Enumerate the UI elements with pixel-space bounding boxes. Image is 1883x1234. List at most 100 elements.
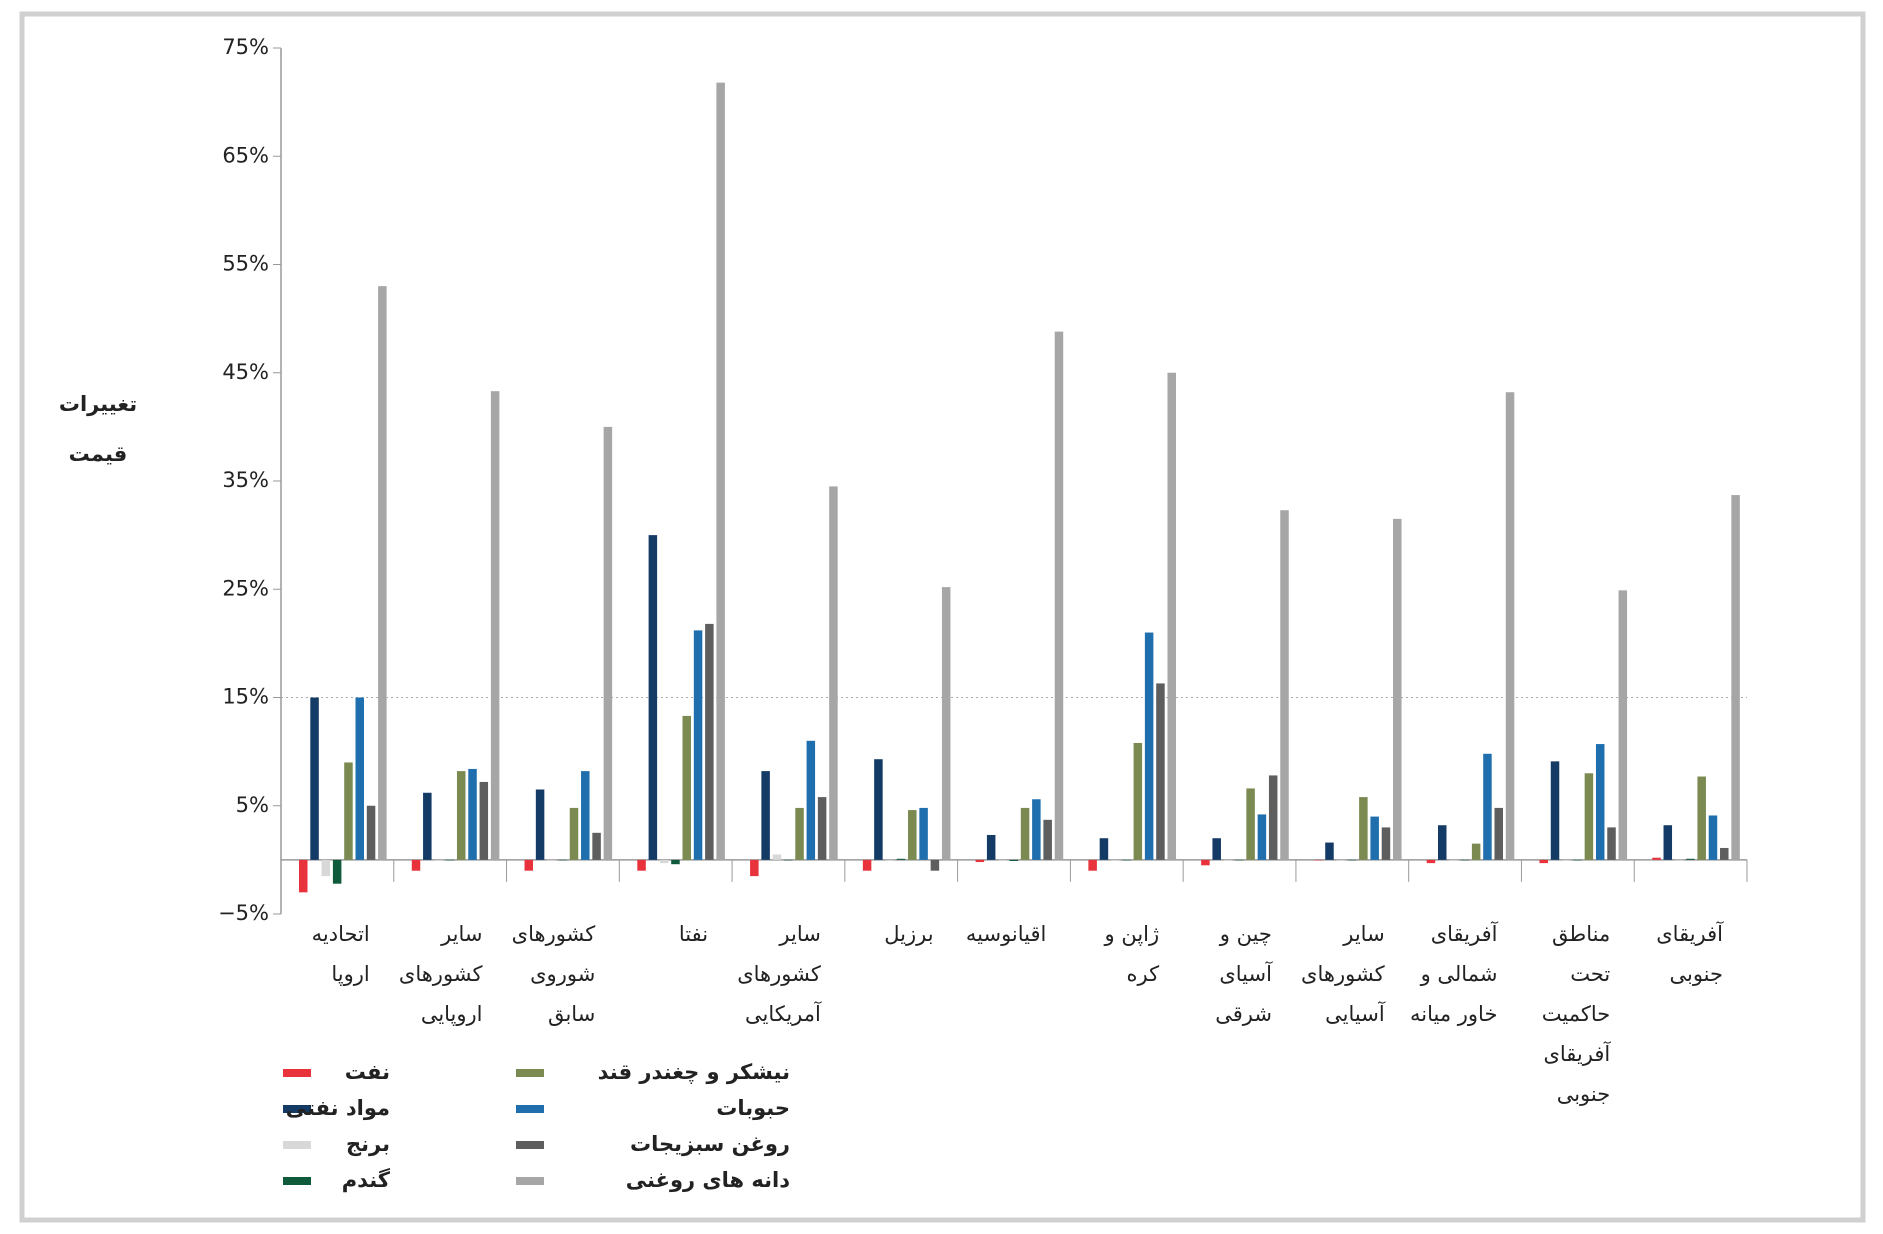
bar — [941, 587, 951, 860]
bar — [321, 859, 331, 877]
y-tick-label: 35% — [222, 468, 269, 492]
bar — [581, 771, 590, 860]
x-tick-label: شوروی — [530, 962, 595, 986]
x-tick-label: کشورهای — [1301, 962, 1385, 986]
bar — [524, 859, 534, 871]
x-tick-label: ژاپن و — [1104, 922, 1160, 946]
bar — [1133, 742, 1143, 860]
legend-swatch — [516, 1141, 544, 1149]
bar — [896, 858, 906, 860]
bar — [1393, 518, 1402, 860]
bar — [1054, 331, 1064, 860]
legend-label: برنج — [346, 1132, 390, 1156]
bar — [423, 792, 432, 860]
x-tick-label: کشورهای — [512, 922, 596, 946]
bar — [1550, 761, 1560, 860]
bar — [1020, 807, 1030, 860]
x-tick-label: آفریقای — [1656, 921, 1724, 946]
legend-swatch — [516, 1069, 544, 1077]
bar — [829, 486, 838, 860]
bar — [1122, 859, 1131, 861]
legend-swatch — [283, 1177, 311, 1185]
bar — [1144, 632, 1154, 860]
bar — [1223, 859, 1233, 861]
bar — [535, 789, 545, 860]
legend-swatch — [516, 1177, 544, 1185]
bar — [1686, 858, 1695, 860]
y-axis-label: قیمت — [69, 442, 128, 466]
bar — [975, 859, 985, 863]
legend-swatch — [516, 1105, 544, 1113]
bar — [1674, 859, 1684, 861]
bar — [783, 859, 793, 861]
y-tick-label: 45% — [222, 360, 269, 384]
bar — [1336, 859, 1346, 861]
x-tick-label: کشورهای — [737, 962, 821, 986]
legend-label: نیشکر و چغندر قند — [598, 1060, 790, 1084]
bar — [1708, 815, 1718, 860]
bar — [1607, 827, 1616, 860]
bar — [1471, 843, 1481, 860]
bar — [817, 797, 827, 860]
x-tick-label: کشورهای — [399, 962, 483, 986]
bar — [1235, 859, 1244, 861]
bar — [1099, 838, 1109, 860]
bar — [1539, 859, 1548, 864]
x-tick-label: مناطق — [1552, 922, 1610, 946]
bar — [1280, 510, 1289, 860]
x-tick-label: اروپایی — [421, 1002, 483, 1026]
bar — [547, 859, 556, 861]
bar — [659, 859, 669, 864]
y-tick-label: 65% — [222, 143, 269, 167]
bar — [411, 859, 421, 871]
bar — [1088, 859, 1097, 871]
x-tick-label: آمریکایی — [745, 1001, 822, 1026]
y-tick-label: −5% — [218, 901, 269, 925]
bar — [986, 834, 996, 860]
x-tick-label: اقیانوسیه — [966, 922, 1047, 946]
x-tick-label: چین و — [1219, 922, 1272, 946]
x-tick-label: کره — [1127, 962, 1160, 986]
bar — [998, 859, 1007, 861]
bar — [592, 832, 601, 860]
bar — [1720, 847, 1729, 860]
bar — [468, 768, 477, 860]
bar — [1313, 859, 1323, 861]
bar — [1370, 816, 1379, 860]
x-tick-label: آسیایی — [1325, 1001, 1386, 1026]
bar — [1167, 372, 1176, 860]
x-tick-label: جنوبی — [1557, 1082, 1611, 1106]
bar — [862, 859, 872, 871]
bar — [1347, 859, 1357, 861]
bar — [1494, 807, 1503, 860]
bar — [366, 805, 376, 860]
x-tick-label: آفریقای — [1543, 1041, 1611, 1066]
x-tick-label: آسیای — [1219, 961, 1273, 986]
bar — [1663, 825, 1673, 860]
y-tick-label: 5% — [236, 793, 269, 817]
bar — [1697, 776, 1706, 860]
bar — [637, 859, 646, 871]
bar — [761, 771, 770, 860]
bar — [1595, 744, 1605, 860]
bar — [1618, 590, 1628, 860]
x-tick-label: حاکمیت — [1542, 1002, 1610, 1026]
bar — [1043, 819, 1052, 860]
x-tick-label: اتحادیه — [312, 922, 370, 946]
bar — [558, 859, 567, 861]
bar — [310, 697, 319, 860]
y-axis-label: تغییرات — [59, 392, 137, 416]
bar — [1156, 683, 1165, 860]
bar — [919, 807, 928, 860]
bar — [682, 715, 692, 860]
bar — [795, 807, 804, 860]
bar — [299, 859, 308, 893]
bar — [705, 623, 714, 860]
bar — [445, 859, 455, 861]
bar — [456, 771, 466, 860]
legend-label: روغن سبزیجات — [630, 1132, 790, 1156]
bar — [479, 781, 489, 860]
y-tick-label: 75% — [222, 35, 269, 59]
